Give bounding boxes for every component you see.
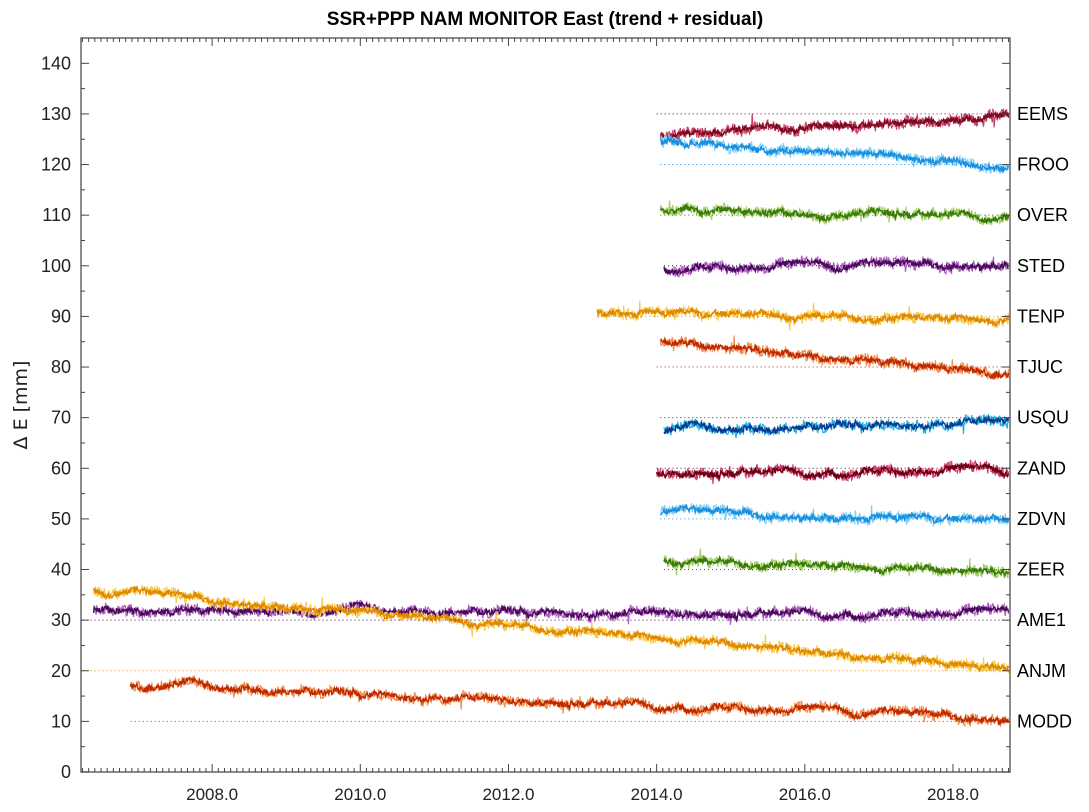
y-tick-label: 30	[51, 610, 71, 630]
chart-title: SSR+PPP NAM MONITOR East (trend + residu…	[327, 9, 763, 30]
x-tick-labels: 2008.0 2010.0 2012.0 2014.0 2016.0 2018.0	[186, 785, 979, 804]
x-tick-label: 2008.0	[186, 785, 238, 804]
station-label-sted: STED	[1017, 256, 1065, 276]
y-tick-label: 10	[51, 711, 71, 731]
x-tick-label: 2010.0	[334, 785, 386, 804]
y-tick-label: 120	[41, 155, 71, 175]
series-trend-sted	[663, 256, 1009, 277]
y-tick-label: 60	[51, 458, 71, 478]
tick-layer	[81, 38, 1010, 773]
station-label-froo: FROO	[1017, 155, 1069, 175]
series-layer	[92, 107, 1010, 728]
station-label-ame1: AME1	[1017, 610, 1066, 630]
station-label-modd: MODD	[1017, 711, 1072, 731]
station-label-anjm: ANJM	[1017, 661, 1066, 681]
x-tick-label: 2016.0	[779, 785, 831, 804]
series-trend-usqu	[663, 414, 1010, 435]
series-trend-froo	[659, 136, 1010, 173]
series-trend-zdvn	[659, 503, 1010, 525]
series-trend-ame1	[92, 600, 1010, 623]
y-tick-label: 50	[51, 509, 71, 529]
y-tick-label: 70	[51, 408, 71, 428]
y-tick-label: 0	[61, 762, 71, 782]
station-label-zeer: ZEER	[1017, 560, 1065, 580]
x-tick-label: 2014.0	[631, 785, 683, 804]
series-residual-modd	[130, 674, 1010, 728]
x-tick-label: 2018.0	[927, 785, 979, 804]
series-trend-modd	[129, 676, 1010, 726]
station-label-usqu: USQU	[1017, 408, 1069, 428]
y-tick-label: 80	[51, 357, 71, 377]
series-trend-zand	[655, 461, 1010, 482]
station-label-over: OVER	[1017, 205, 1068, 225]
station-label-zdvn: ZDVN	[1017, 509, 1066, 529]
y-tick-label: 130	[41, 104, 71, 124]
series-trend-tenp	[596, 306, 1010, 328]
baseline-layer	[82, 113, 1010, 722]
series-trend-over	[659, 203, 1010, 225]
y-tick-labels: 0 10 20 30 40 50 60 70 80 90 100 110 120 130 140	[41, 53, 71, 782]
y-tick-label: 40	[51, 560, 71, 580]
y-tick-label: 140	[41, 53, 71, 73]
station-label-tjuc: TJUC	[1017, 357, 1063, 377]
series-trend-zeer	[663, 554, 1010, 578]
station-label-eems: EEMS	[1017, 104, 1068, 124]
series-residual-tjuc	[659, 335, 1010, 380]
series-trend-eems	[660, 109, 1010, 142]
y-tick-label: 90	[51, 306, 71, 326]
series-residual-usqu	[663, 413, 1010, 439]
station-label-tenp: TENP	[1017, 306, 1065, 326]
y-tick-label: 100	[41, 256, 71, 276]
y-tick-label: 20	[51, 661, 71, 681]
y-tick-label: 110	[42, 205, 71, 225]
series-trend-anjm	[92, 585, 1010, 673]
series-trend-tjuc	[659, 337, 1010, 380]
y-axis-label: Δ E [mm]	[10, 361, 32, 450]
x-tick-label: 2012.0	[482, 785, 534, 804]
station-labels: EEMS FROO OVER STED TENP TJUC USQU ZAND ZDVN ZEER…	[1017, 104, 1072, 731]
station-label-zand: ZAND	[1017, 458, 1066, 478]
series-residual-anjm	[93, 584, 1010, 674]
